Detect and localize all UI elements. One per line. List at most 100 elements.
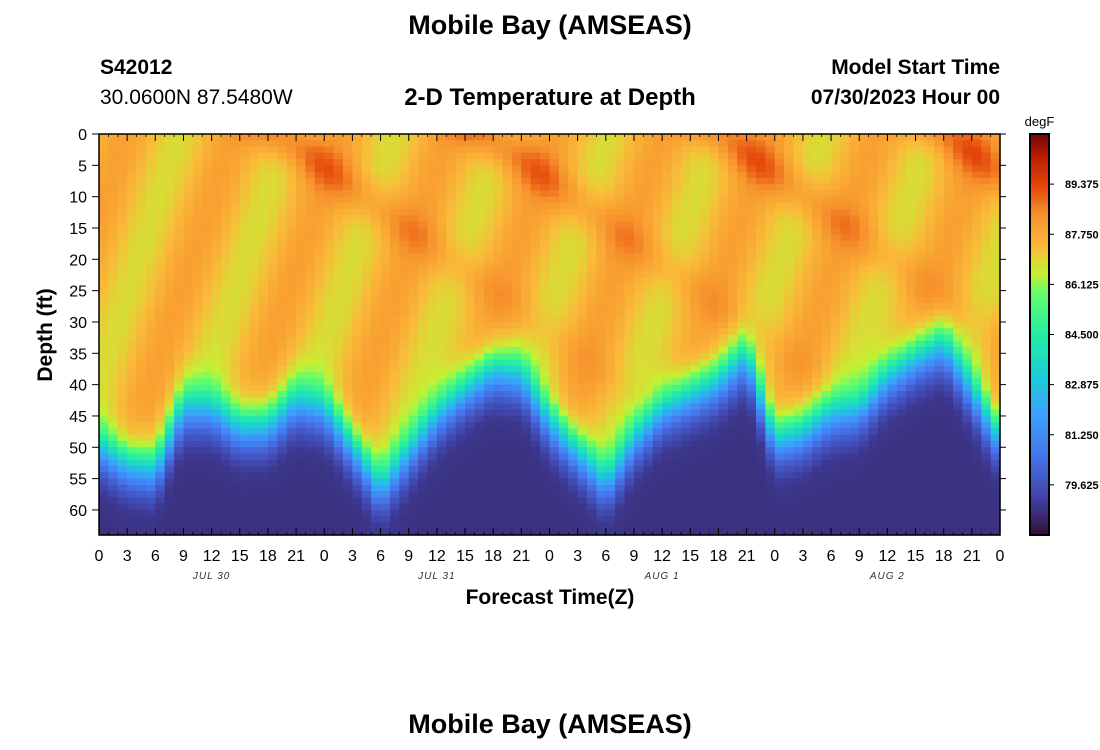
heatmap-cell — [202, 403, 213, 411]
heatmap-cell — [521, 422, 532, 430]
heatmap-cell — [324, 202, 335, 210]
heatmap-cell — [709, 472, 720, 480]
heatmap-cell — [652, 447, 663, 455]
heatmap-cell — [540, 309, 551, 317]
heatmap-cell — [408, 472, 419, 480]
heatmap-cell — [774, 165, 785, 173]
heatmap-cell — [718, 397, 729, 405]
heatmap-cell — [511, 202, 522, 210]
heatmap-cell — [558, 353, 569, 361]
heatmap-cell — [802, 190, 813, 198]
heatmap-cell — [699, 202, 710, 210]
heatmap-cell — [727, 415, 738, 423]
heatmap-cell — [389, 390, 400, 398]
heatmap-cell — [558, 321, 569, 329]
heatmap-cell — [127, 321, 138, 329]
heatmap-cell — [408, 284, 419, 292]
heatmap-cell — [211, 478, 222, 486]
heatmap-cell — [174, 359, 185, 367]
heatmap-cell — [99, 453, 109, 461]
heatmap-cell — [389, 528, 400, 536]
heatmap-cell — [230, 378, 241, 386]
heatmap-cell — [192, 234, 203, 242]
heatmap-cell — [502, 209, 513, 217]
heatmap-cell — [108, 397, 119, 405]
heatmap-cell — [483, 390, 494, 398]
heatmap-cell — [446, 472, 457, 480]
heatmap-cell — [371, 146, 382, 154]
heatmap-cell — [699, 478, 710, 486]
heatmap-cell — [108, 353, 119, 361]
heatmap-cell — [690, 459, 701, 467]
heatmap-cell — [239, 447, 250, 455]
heatmap-cell — [267, 447, 278, 455]
heatmap-cell — [145, 259, 156, 267]
heatmap-cell — [558, 152, 569, 160]
heatmap-cell — [793, 196, 804, 204]
heatmap-cell — [540, 347, 551, 354]
heatmap-cell — [380, 240, 391, 248]
heatmap-cell — [455, 491, 466, 499]
heatmap-cell — [793, 328, 804, 336]
heatmap-cell — [361, 453, 372, 461]
heatmap-cell — [202, 459, 213, 467]
heatmap-cell — [755, 328, 766, 336]
heatmap-cell — [540, 140, 551, 148]
heatmap-cell — [343, 522, 354, 530]
heatmap-cell — [333, 422, 344, 430]
heatmap-cell — [192, 434, 203, 442]
heatmap-cell — [662, 159, 673, 166]
heatmap-cell — [99, 397, 109, 405]
heatmap-cell — [540, 202, 551, 210]
heatmap-cell — [408, 347, 419, 354]
heatmap-cell — [483, 265, 494, 273]
heatmap-cell — [436, 459, 447, 467]
heatmap-cell — [277, 378, 288, 386]
heatmap-cell — [483, 196, 494, 204]
heatmap-cell — [333, 409, 344, 417]
heatmap-cell — [530, 472, 541, 480]
heatmap-cell — [474, 234, 485, 242]
heatmap-cell — [765, 227, 776, 235]
heatmap-cell — [427, 453, 438, 461]
heatmap-cell — [127, 347, 138, 354]
heatmap-cell — [483, 528, 494, 536]
heatmap-cell — [699, 165, 710, 173]
heatmap-cell — [117, 509, 128, 517]
heatmap-cell — [333, 171, 344, 179]
heatmap-cell — [596, 140, 607, 148]
heatmap-cell — [446, 202, 457, 210]
heatmap-cell — [380, 303, 391, 311]
heatmap-cell — [221, 347, 231, 354]
heatmap-cell — [267, 303, 278, 311]
heatmap-cell — [399, 146, 410, 154]
heatmap-cell — [343, 403, 354, 411]
heatmap-cell — [709, 246, 720, 254]
heatmap-cell — [746, 253, 757, 260]
heatmap-cell — [117, 484, 128, 492]
heatmap-cell — [436, 152, 447, 160]
heatmap-cell — [221, 309, 231, 317]
heatmap-cell — [221, 516, 231, 524]
heatmap-cell — [718, 202, 729, 210]
heatmap-cell — [343, 315, 354, 323]
heatmap-cell — [465, 447, 476, 455]
heatmap-cell — [652, 234, 663, 242]
heatmap-cell — [784, 190, 795, 198]
heatmap-cell — [690, 177, 701, 185]
heatmap-cell — [793, 415, 804, 423]
heatmap-cell — [577, 278, 588, 285]
heatmap-cell — [436, 403, 447, 411]
heatmap-cell — [418, 146, 429, 154]
chart-title-top: Mobile Bay (AMSEAS) — [408, 10, 692, 40]
heatmap-cell — [136, 209, 147, 217]
heatmap-cell — [305, 296, 316, 304]
heatmap-cell — [314, 196, 325, 204]
heatmap-cell — [202, 284, 213, 292]
heatmap-cell — [718, 428, 729, 436]
heatmap-cell — [465, 372, 476, 379]
heatmap-cell — [483, 365, 494, 373]
heatmap-cell — [802, 246, 813, 254]
heatmap-cell — [680, 171, 691, 179]
heatmap-cell — [709, 165, 720, 173]
